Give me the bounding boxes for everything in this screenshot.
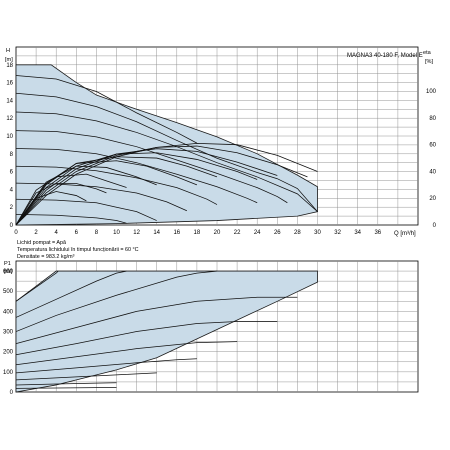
flow-x-tick: 4: [55, 230, 59, 236]
note-density: Densitate = 983.2 kg/m³: [17, 254, 75, 260]
power-curve-1: [15, 270, 59, 302]
power-y-tick: 200: [3, 350, 14, 356]
power-axis-label: P1: [4, 261, 11, 267]
head-curve-8: [15, 198, 157, 221]
flow-x-tick: 22: [234, 230, 241, 236]
power-axis-unit: [W]: [4, 269, 13, 275]
flow-x-tick: 2: [34, 230, 38, 236]
head-axis-unit: [m]: [5, 57, 13, 63]
efficiency-curves: [15, 142, 318, 226]
eta-y-tick: 80: [429, 116, 436, 122]
flow-x-tick: 8: [95, 230, 99, 236]
power-operating-envelope: [15, 270, 318, 393]
head-curve-7: [15, 182, 188, 212]
head-curve-5: [15, 148, 258, 204]
head-y-tick: 4: [10, 187, 14, 193]
head-x-tick-labels: 0 2 4 6 8 10 12 14 16 18 20 22 24 26 28 30 32 34 36: [14, 230, 381, 236]
power-y-tick: 0: [10, 390, 14, 396]
head-y-tick: 8: [10, 152, 14, 158]
power-y-tick: 100: [3, 370, 14, 376]
head-y-tick: 12: [6, 116, 13, 122]
efficiency-curve-10: [15, 191, 87, 226]
power-curve-6: [15, 341, 238, 366]
flow-x-tick: 26: [274, 230, 281, 236]
flow-x-tick: 36: [374, 230, 381, 236]
efficiency-curve-7: [15, 165, 157, 226]
power-curve-4: [15, 296, 298, 344]
flow-axis-symbol: Q: [394, 231, 399, 237]
power-curve-2: [15, 270, 127, 318]
flow-axis-label: Q [m³/h]: [394, 231, 416, 237]
head-curve-4: [15, 130, 288, 204]
power-curve-7: [15, 358, 197, 374]
flow-x-tick: 18: [194, 230, 201, 236]
efficiency-curve-5: [15, 156, 218, 226]
head-y-tick: 14: [6, 98, 13, 104]
efficiency-curve-2: [15, 145, 308, 226]
eta-axis-label: eta: [423, 50, 432, 56]
head-axis-label: H: [6, 48, 10, 54]
fluid-notes: Lichid pompat = Apă Temperatura lichidul…: [17, 240, 139, 260]
flow-x-tick: 32: [334, 230, 341, 236]
efficiency-curve-8: [15, 173, 127, 226]
eta-y-tick: 0: [433, 223, 437, 229]
head-curve-1: [15, 75, 198, 144]
flow-x-tick: 16: [173, 230, 180, 236]
eta-y-tick: 40: [429, 169, 436, 175]
flow-x-tick: 14: [153, 230, 160, 236]
note-temperature: Temperatura lichidului în timpul funcțio…: [17, 247, 139, 253]
flow-axis-unit: [m³/h]: [400, 231, 416, 237]
flow-x-tick: 28: [294, 230, 301, 236]
flow-x-tick: 34: [354, 230, 361, 236]
eta-axis-unit: [%]: [425, 59, 434, 65]
eta-y-tick: 100: [426, 89, 437, 95]
power-y-tick: 600: [3, 269, 14, 275]
efficiency-curve-4: [15, 152, 258, 226]
flow-x-tick: 6: [75, 230, 79, 236]
head-curve-9: [15, 213, 127, 224]
power-y-tick: 400: [3, 309, 14, 315]
flow-x-tick: 10: [113, 230, 120, 236]
head-y-tick: 6: [10, 170, 14, 176]
eta-y-tick: 20: [429, 196, 436, 202]
power-curve-10: [15, 387, 117, 389]
power-y-tick: 500: [3, 289, 14, 295]
power-curve-8: [15, 372, 157, 381]
eta-y-tick: 60: [429, 143, 436, 149]
efficiency-y-tick-labels: 0 20 40 60 80 100: [426, 89, 437, 229]
flow-x-tick: 20: [214, 230, 221, 236]
power-curve-5: [15, 321, 278, 356]
flow-x-tick: 0: [14, 230, 18, 236]
note-fluid: Lichid pompat = Apă: [17, 240, 66, 246]
efficiency-curve-3: [15, 148, 278, 226]
head-curves: [15, 75, 318, 224]
flow-x-tick: 30: [314, 230, 321, 236]
efficiency-curve-9: [15, 183, 107, 226]
head-y-tick-labels: 0 2 4 6 8 10 12 14 16 18: [6, 63, 13, 229]
head-y-tick: 18: [6, 63, 13, 69]
head-curve-2: [15, 92, 318, 212]
head-y-tick: 10: [6, 134, 13, 140]
head-y-tick: 2: [10, 205, 14, 211]
power-chart-panel: 0 100 200 300 400 500 600 P1 [W]: [3, 260, 419, 396]
power-y-tick-labels: 0 100 200 300 400 500 600: [3, 269, 14, 396]
chart-title: MAGNA3 40-180 F, Model E: [347, 53, 423, 59]
power-y-tick: 300: [3, 330, 14, 336]
head-y-tick: 16: [6, 81, 13, 87]
head-curve-6: [15, 165, 218, 205]
flow-x-tick: 24: [254, 230, 261, 236]
power-curve-3: [15, 270, 218, 332]
head-y-tick: 0: [10, 223, 14, 229]
flow-x-tick: 12: [133, 230, 140, 236]
power-curve-9: [15, 382, 117, 386]
power-curves: [15, 270, 298, 389]
